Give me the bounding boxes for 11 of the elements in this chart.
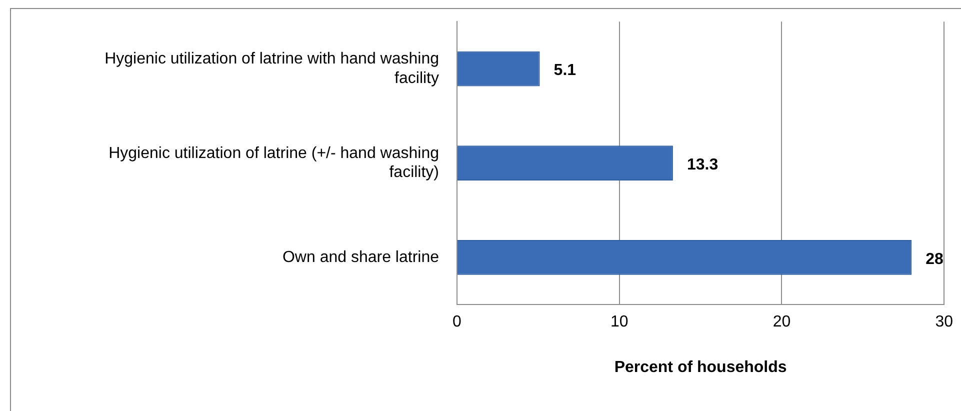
- data-label: 28: [926, 250, 944, 268]
- x-tick-label: 30: [935, 314, 954, 331]
- y-tick-label: Hygienic utilization of latrine (+/- hand washing facility): [108, 144, 439, 182]
- x-tick-label: 0: [452, 314, 462, 331]
- y-tick-label: Own and share latrine: [282, 248, 440, 266]
- x-axis-title: Percent of households: [614, 358, 787, 376]
- x-tick-label: 20: [772, 314, 791, 331]
- y-tick-label: Hygienic utilization of latrine with hand washing facility: [104, 50, 439, 87]
- x-tick-label: 10: [610, 314, 628, 331]
- data-label: 13.3: [686, 156, 718, 174]
- data-label: 5.1: [554, 62, 576, 80]
